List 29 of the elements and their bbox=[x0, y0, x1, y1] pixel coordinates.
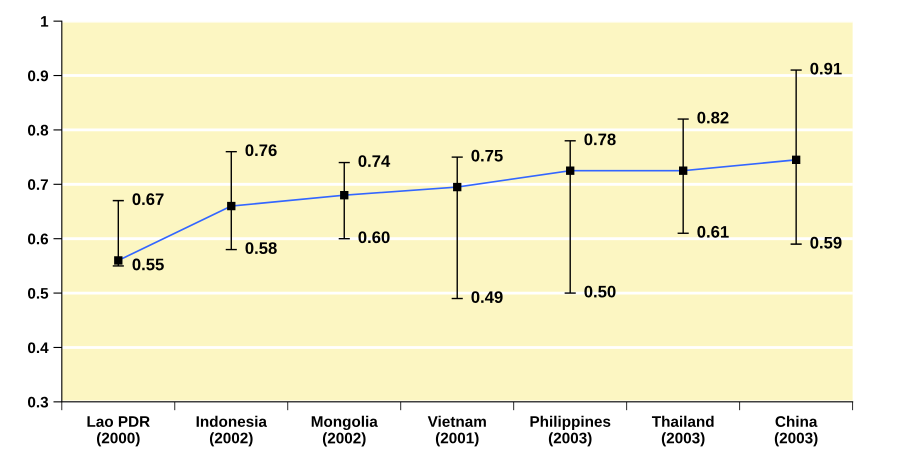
annotation: 0.91 bbox=[810, 62, 842, 75]
annotation: 0.59 bbox=[810, 236, 842, 249]
x-tick-label: Lao PDR (2000) bbox=[87, 416, 150, 446]
annotation: 0.82 bbox=[697, 112, 729, 124]
y-tick-label: 0.3 bbox=[28, 396, 48, 408]
x-tick-label: Vietnam (2001) bbox=[428, 416, 486, 446]
y-tick-label: 1 bbox=[41, 16, 48, 27]
annotation: 0.67 bbox=[132, 193, 164, 206]
annotation: 0.55 bbox=[132, 258, 164, 270]
annotation: 0.49 bbox=[471, 291, 503, 303]
y-tick-label: 0.8 bbox=[28, 124, 48, 136]
x-tick-label: Philippines (2003) bbox=[530, 416, 610, 446]
annotation: 0.60 bbox=[358, 231, 390, 244]
annotation: 0.74 bbox=[358, 155, 390, 168]
y-tick-label: 0.9 bbox=[28, 70, 48, 82]
y-tick-label: 0.5 bbox=[28, 288, 48, 299]
annotation: 0.75 bbox=[471, 150, 503, 162]
annotation: 0.50 bbox=[584, 286, 616, 298]
x-tick-label: Thailand (2003) bbox=[652, 416, 714, 446]
x-tick-label: Mongolia (2002) bbox=[312, 416, 378, 447]
x-tick-label: Indonesia (2002) bbox=[196, 416, 268, 446]
annotation: 0.61 bbox=[697, 226, 729, 238]
y-tick-label: 0.7 bbox=[28, 179, 48, 190]
y-tick-label: 0.4 bbox=[28, 342, 49, 354]
x-tick-label: China (2003) bbox=[774, 416, 818, 446]
annotation: 0.78 bbox=[584, 133, 616, 146]
y-tick-label: 0.6 bbox=[28, 234, 48, 244]
annotation: 0.58 bbox=[245, 242, 277, 254]
annotation: 0.76 bbox=[245, 144, 277, 156]
